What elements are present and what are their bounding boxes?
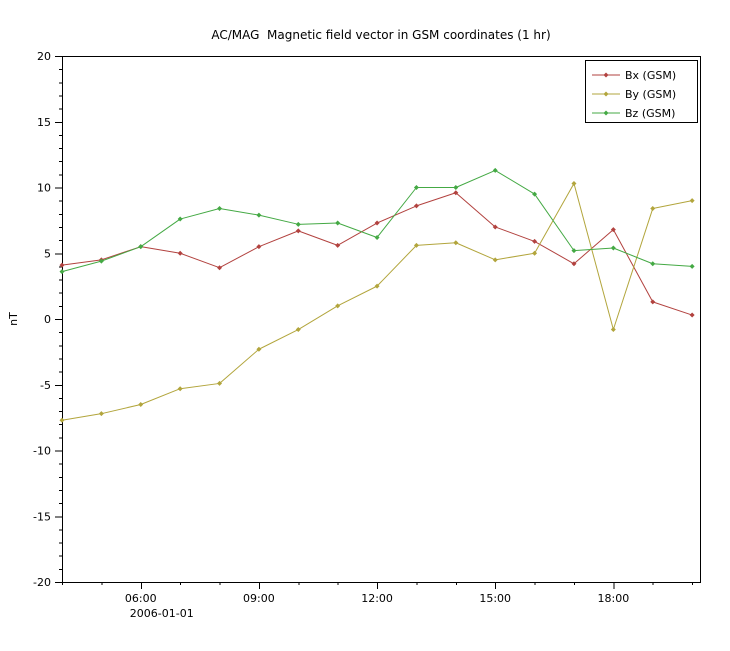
y-tick-label: -10 bbox=[33, 445, 51, 458]
data-point-marker bbox=[335, 303, 341, 309]
y-tick-label: 15 bbox=[37, 116, 51, 129]
data-point-marker bbox=[335, 220, 341, 226]
legend-label: Bx (GSM) bbox=[625, 69, 676, 82]
legend-entry-bz-gsm: Bz (GSM) bbox=[592, 107, 675, 120]
data-point-marker bbox=[256, 244, 262, 250]
x-axis-date-label: 2006-01-01 bbox=[130, 607, 194, 620]
x-axis: 06:00 09:00 12:00 15:00 18:00 2006-01-01 bbox=[62, 582, 694, 620]
data-point-marker bbox=[453, 190, 459, 196]
data-point-marker bbox=[217, 206, 223, 212]
data-point-marker bbox=[374, 283, 380, 289]
data-point-marker bbox=[689, 312, 695, 318]
legend-label: By (GSM) bbox=[625, 88, 676, 101]
data-point-marker bbox=[603, 91, 609, 97]
data-point-marker bbox=[413, 185, 419, 190]
data-point-marker bbox=[610, 245, 616, 251]
series-bx-gsm bbox=[59, 190, 695, 318]
y-tick-label: -5 bbox=[40, 379, 51, 392]
data-point-marker bbox=[532, 238, 538, 244]
data-point-marker bbox=[256, 346, 262, 352]
x-tick-label: 18:00 bbox=[598, 592, 630, 605]
data-point-marker bbox=[571, 248, 577, 254]
data-point-marker bbox=[492, 224, 498, 230]
data-point-marker bbox=[98, 411, 104, 417]
y-tick-label: 10 bbox=[37, 182, 51, 195]
y-tick-label: 20 bbox=[37, 50, 51, 63]
data-point-marker bbox=[610, 227, 616, 233]
series-bz-gsm bbox=[59, 167, 695, 275]
data-point-marker bbox=[138, 401, 144, 407]
chart-title: AC/MAG Magnetic field vector in GSM coor… bbox=[211, 28, 551, 42]
data-point-marker bbox=[650, 261, 656, 267]
legend-box bbox=[585, 60, 698, 123]
data-point-marker bbox=[98, 258, 104, 264]
data-point-marker bbox=[138, 244, 144, 250]
series-line bbox=[61, 192, 693, 316]
data-point-marker bbox=[256, 212, 262, 218]
data-point-marker bbox=[413, 203, 419, 209]
data-point-marker bbox=[610, 327, 616, 333]
series-line bbox=[61, 183, 693, 421]
legend: Bx (GSM) By (GSM) Bz (GSM) bbox=[585, 60, 698, 123]
data-point-marker bbox=[59, 417, 65, 423]
y-tick-label: -20 bbox=[33, 576, 51, 589]
y-tick-label: -15 bbox=[33, 510, 51, 523]
data-point-marker bbox=[217, 265, 223, 271]
data-point-marker bbox=[217, 380, 223, 386]
legend-label: Bz (GSM) bbox=[625, 107, 675, 120]
data-point-marker bbox=[453, 240, 459, 246]
data-point-marker bbox=[492, 257, 498, 263]
data-point-marker bbox=[532, 191, 538, 197]
legend-entry-bx-gsm: Bx (GSM) bbox=[592, 69, 676, 82]
data-point-marker bbox=[295, 327, 301, 333]
data-point-marker bbox=[453, 185, 459, 190]
data-point-marker bbox=[177, 386, 183, 392]
x-tick-label: 15:00 bbox=[479, 592, 511, 605]
data-point-marker bbox=[650, 299, 656, 305]
data-point-marker bbox=[59, 269, 65, 275]
data-point-marker bbox=[295, 221, 301, 227]
data-point-marker bbox=[374, 234, 380, 240]
data-point-marker bbox=[374, 220, 380, 226]
data-point-marker bbox=[295, 228, 301, 234]
data-point-marker bbox=[603, 110, 609, 116]
data-point-marker bbox=[603, 72, 609, 78]
data-point-marker bbox=[59, 262, 65, 268]
data-point-marker bbox=[689, 263, 695, 269]
data-point-marker bbox=[650, 206, 656, 212]
legend-entry-by-gsm: By (GSM) bbox=[592, 88, 676, 101]
y-tick-label: 0 bbox=[44, 313, 51, 326]
x-tick-label: 06:00 bbox=[125, 592, 157, 605]
data-point-marker bbox=[689, 198, 695, 204]
data-point-marker bbox=[177, 216, 183, 222]
data-point-marker bbox=[532, 250, 538, 256]
x-tick-label: 12:00 bbox=[361, 592, 393, 605]
y-axis: -20 -15 -10 -5 0 5 10 15 20 nT bbox=[7, 50, 62, 589]
data-point-marker bbox=[492, 167, 498, 173]
x-tick-label: 09:00 bbox=[243, 592, 275, 605]
data-point-marker bbox=[177, 250, 183, 256]
data-point-marker bbox=[413, 242, 419, 248]
plot-frame bbox=[62, 56, 701, 583]
series-by-gsm bbox=[59, 181, 695, 423]
y-tick-label: 5 bbox=[44, 247, 51, 260]
data-point-marker bbox=[335, 242, 341, 248]
data-point-marker bbox=[571, 261, 577, 267]
data-point-marker bbox=[571, 181, 577, 187]
y-axis-label: nT bbox=[7, 312, 20, 326]
